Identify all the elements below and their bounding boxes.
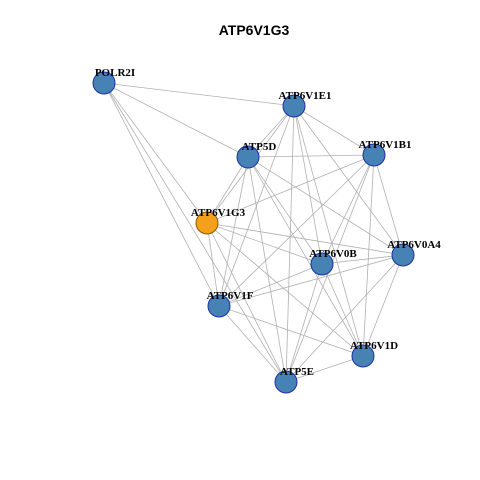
edge [206, 222, 220, 307]
node-label: ATP6V1D [350, 340, 398, 352]
node [282, 94, 306, 118]
edge [321, 254, 404, 265]
node-label: ATP6V0B [309, 248, 357, 260]
node [351, 344, 375, 368]
node-label: ATP6V0A4 [387, 239, 441, 251]
edge [321, 154, 375, 265]
edge [218, 154, 375, 307]
edge [362, 254, 404, 357]
edge [321, 263, 364, 357]
edge [218, 254, 404, 307]
edge [373, 154, 404, 256]
edge [103, 82, 295, 107]
edge [206, 154, 375, 224]
nodes: POLR2I ATP6V1E1 ATP5D ATP6V1B1 ATP6V1G3 ATP6V… [92, 67, 441, 394]
edge [285, 105, 295, 383]
node [207, 294, 231, 318]
edge [218, 263, 323, 307]
edge [247, 156, 364, 357]
edge [293, 105, 323, 265]
edge [247, 156, 323, 265]
edge [218, 305, 364, 357]
edge [285, 355, 364, 383]
node-label: ATP6V1G3 [191, 207, 246, 219]
edge [293, 105, 364, 357]
edge [103, 82, 287, 383]
node [274, 370, 298, 394]
edge [362, 154, 375, 357]
edge [293, 105, 375, 156]
edge [206, 222, 323, 265]
edge [103, 82, 220, 307]
edge [218, 305, 287, 383]
edge [247, 154, 375, 158]
edge [206, 222, 364, 357]
node [195, 211, 219, 235]
node-label: ATP6V1E1 [279, 90, 332, 102]
edge [218, 156, 249, 307]
node [92, 71, 116, 95]
edge [247, 156, 287, 383]
node-label: POLR2I [95, 67, 135, 79]
edge [206, 222, 287, 383]
title: ATP6V1G3 [219, 22, 290, 38]
node [362, 143, 386, 167]
node-label: ATP6V1F [207, 290, 254, 302]
node-label: ATP5E [280, 366, 314, 378]
edges [103, 82, 404, 383]
node [310, 252, 334, 276]
node-label: ATP6V1B1 [359, 139, 412, 151]
edge [103, 82, 208, 224]
edge [206, 156, 249, 224]
edge [293, 105, 404, 256]
edge [206, 222, 404, 256]
edge [103, 82, 249, 158]
node [236, 145, 260, 169]
edge [247, 156, 404, 256]
edge [285, 263, 323, 383]
edge [285, 254, 404, 383]
node-label: ATP5D [242, 141, 277, 153]
node [391, 243, 415, 267]
